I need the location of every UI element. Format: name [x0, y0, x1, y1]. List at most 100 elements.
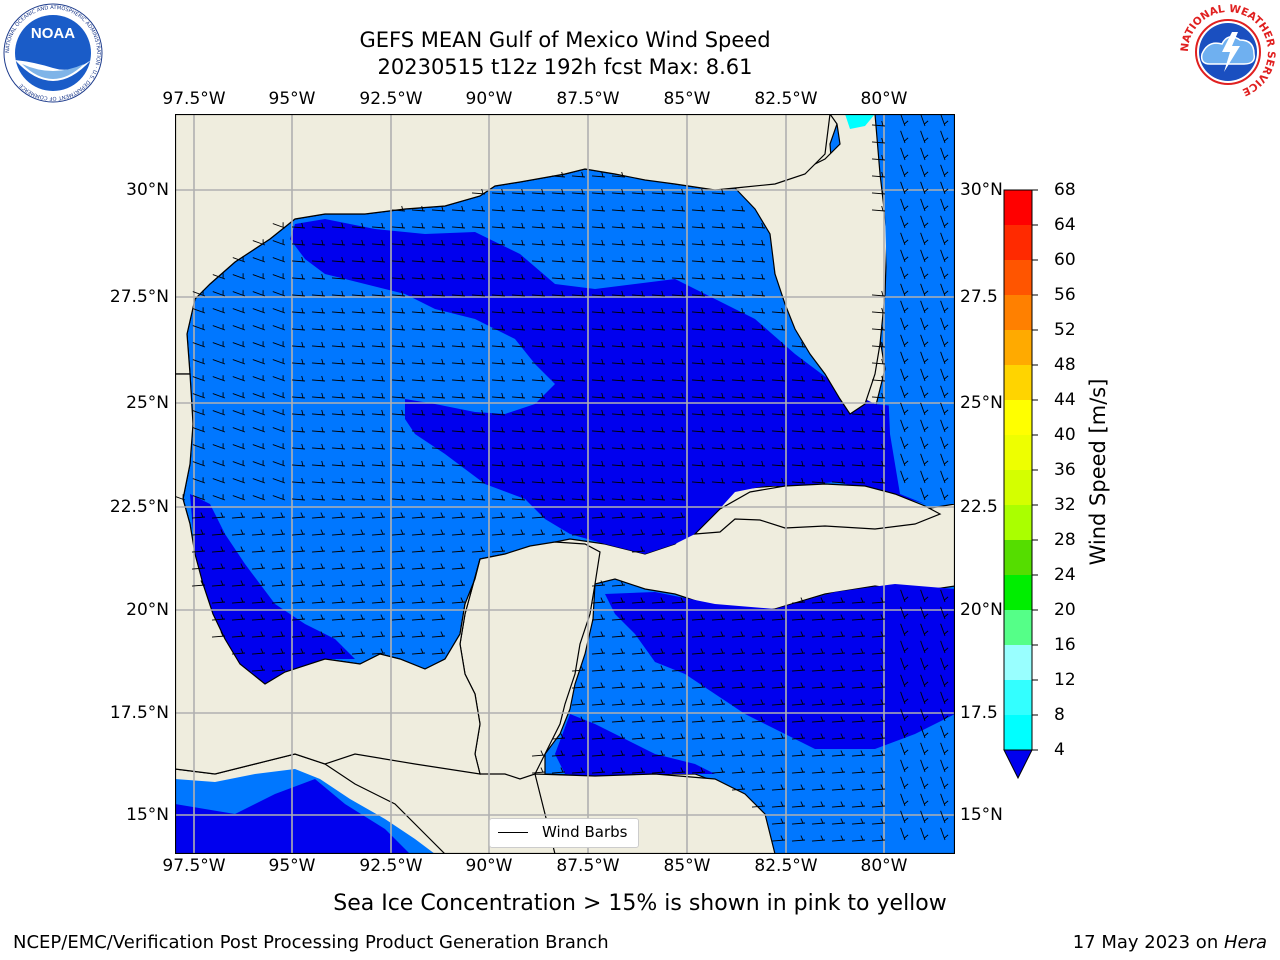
wind-barb [571, 256, 586, 263]
wind-barb [311, 477, 326, 484]
wind-barb [851, 665, 866, 672]
wind-barb [631, 409, 646, 416]
wind-barb [371, 273, 386, 280]
wind-barb [191, 529, 206, 536]
wind-barb [251, 648, 266, 655]
colorbar-tick-label: 36 [1054, 460, 1076, 480]
wind-barb [551, 426, 566, 433]
wind-barb [272, 460, 286, 467]
wind-barb [611, 699, 626, 706]
wind-barb [231, 631, 246, 638]
colorbar-tick-label: 44 [1054, 390, 1076, 410]
wind-barb [571, 324, 586, 331]
wind-barb [691, 358, 706, 365]
wind-barb [591, 324, 606, 331]
wind-barb [831, 648, 846, 655]
wind-barb [671, 375, 686, 382]
wind-barb [211, 614, 226, 621]
wind-barb [391, 341, 406, 348]
wind-barb [651, 426, 666, 433]
wind-barb [651, 665, 666, 672]
wind-barb [391, 324, 406, 331]
wind-barb [920, 470, 929, 484]
wind-barb [900, 181, 909, 195]
wind-barb [191, 580, 206, 587]
wind-barb [831, 716, 846, 723]
wind-barb [771, 614, 786, 621]
wind-barb [771, 631, 786, 638]
wind-barb [551, 767, 566, 774]
wind-barb [291, 375, 306, 382]
wind-barb [871, 801, 886, 808]
wind-barb [651, 477, 666, 484]
wind-barb [571, 188, 586, 195]
wind-barb [831, 614, 846, 621]
wind-barb [351, 222, 366, 229]
wind-barb [900, 334, 909, 348]
wind-barb [371, 648, 386, 655]
wind-barb [651, 188, 666, 195]
wind-barb [311, 273, 326, 280]
wind-barb [791, 392, 806, 399]
wind-barb [311, 375, 326, 382]
wind-barb [940, 317, 949, 331]
wind-barb [651, 699, 666, 706]
wind-barb [851, 818, 866, 825]
wind-barb [871, 341, 886, 348]
wind-barb [571, 512, 586, 519]
colorbar-segment [1004, 365, 1032, 401]
wind-barb [711, 205, 726, 212]
wind-barb [751, 375, 766, 382]
wind-barb [371, 426, 386, 433]
wind-barb [691, 682, 706, 689]
wind-barb [711, 341, 726, 348]
wind-barb [940, 470, 949, 484]
wind-barb [631, 767, 646, 774]
wind-barb [900, 317, 909, 331]
wind-barb [511, 324, 526, 331]
wind-barb [252, 426, 266, 433]
wind-barb [920, 317, 929, 331]
wind-barb [231, 529, 246, 536]
wind-barb [451, 256, 466, 263]
footer-date-text: 17 May 2023 on [1072, 932, 1224, 953]
wind-barb [811, 426, 826, 433]
wind-barb [491, 239, 506, 246]
wind-barb [551, 205, 566, 212]
wind-barb [811, 835, 826, 842]
wind-barb [252, 409, 266, 416]
wind-barb [272, 290, 286, 297]
wind-barb [391, 239, 406, 246]
wind-barb [351, 477, 366, 484]
wind-barb [451, 392, 466, 399]
wind-barb [232, 273, 246, 280]
colorbar-tick-label: 56 [1054, 285, 1076, 305]
wind-barb [571, 273, 586, 280]
wind-barb [631, 256, 646, 263]
wind-barb [431, 631, 446, 638]
wind-barb [411, 256, 426, 263]
wind-barb [900, 708, 909, 722]
wind-barb [751, 477, 766, 484]
colorbar [1003, 189, 1038, 780]
wind-barb [531, 750, 546, 757]
wind-barb [671, 358, 686, 365]
wind-barb [811, 375, 826, 382]
wind-barb [491, 324, 506, 331]
wind-barb [920, 623, 929, 637]
wind-barb [791, 733, 806, 740]
wind-barb [551, 324, 566, 331]
wind-barb [920, 657, 929, 671]
wind-barb [671, 307, 686, 314]
wind-barb [411, 205, 426, 212]
wind-barb [491, 290, 506, 297]
caribbean-low-wind-south [555, 714, 715, 776]
wind-barb [831, 767, 846, 774]
wind-barb [791, 699, 806, 706]
wind-barb [431, 392, 446, 399]
wind-barb [311, 324, 326, 331]
wind-barb [591, 426, 606, 433]
wind-barb [671, 256, 686, 263]
wind-barb [311, 614, 326, 621]
wind-barb [371, 239, 386, 246]
